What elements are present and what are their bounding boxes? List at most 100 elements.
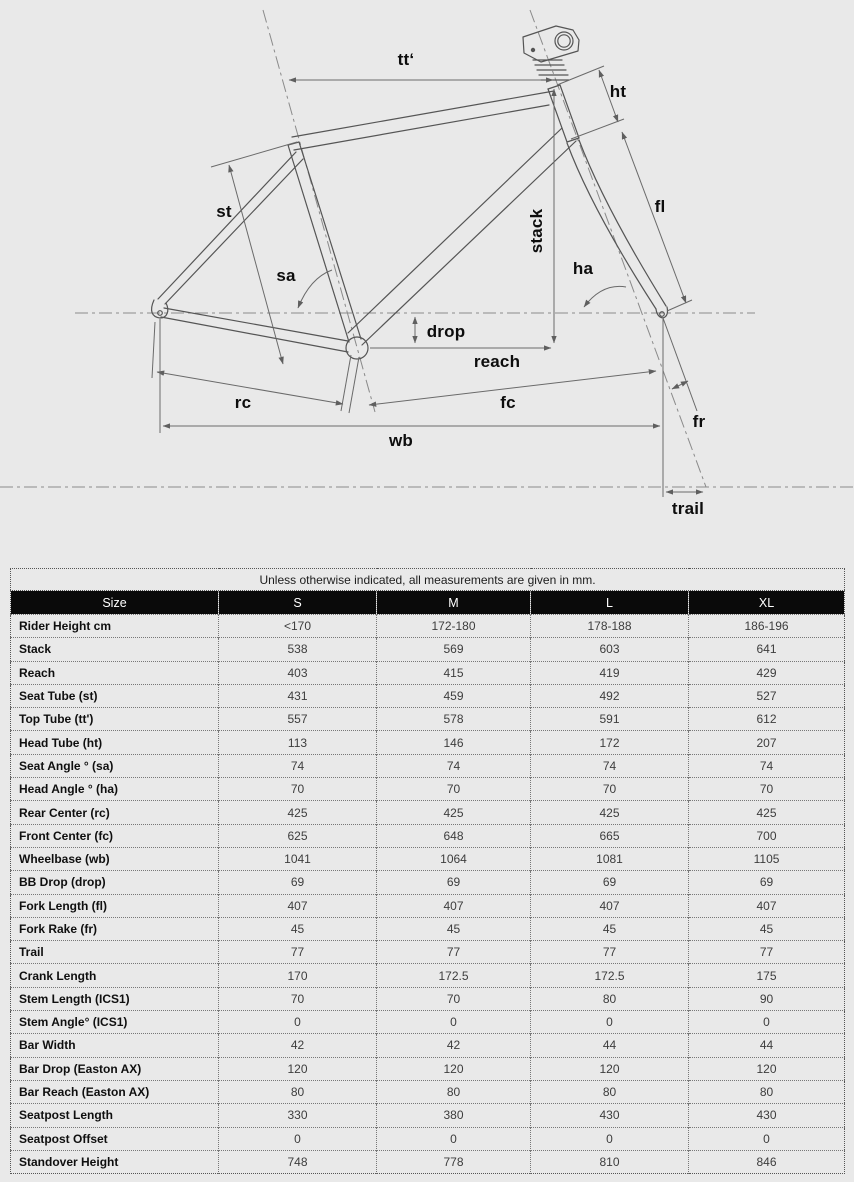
spec-value: 419: [530, 660, 689, 685]
table-row: Bar Width 42 42 44 44: [10, 1033, 845, 1058]
column-header-xl: XL: [687, 590, 845, 615]
table-row: Crank Length 170 172.5 172.5 175: [10, 963, 845, 988]
bike-frame-line-art: [0, 9, 854, 497]
table-row: Bar Drop (Easton AX) 120 120 120 120: [10, 1056, 845, 1081]
table-row: Stack 538 569 603 641: [10, 637, 845, 662]
dimension-lines: [151, 65, 704, 497]
spec-label: Front Center (fc): [10, 823, 219, 848]
spec-value: 90: [687, 986, 845, 1011]
spec-value: 700: [687, 823, 845, 848]
spec-value: 578: [376, 707, 531, 731]
spec-value: 748: [218, 1149, 377, 1174]
table-row: Stem Angle° (ICS1) 0 0 0 0: [10, 1010, 845, 1034]
spec-value: 425: [218, 800, 377, 825]
spec-value: 810: [530, 1149, 689, 1174]
label-seat-angle: sa: [276, 266, 296, 285]
spec-value: 70: [530, 777, 689, 801]
spec-value: 1105: [687, 846, 845, 871]
spec-value: 113: [218, 730, 377, 755]
spec-label: Head Tube (ht): [10, 730, 219, 755]
spec-value: 120: [376, 1056, 531, 1081]
spec-value: 0: [376, 1010, 531, 1034]
spec-value: 846: [687, 1149, 845, 1174]
spec-value: 430: [687, 1103, 845, 1128]
spec-value: 77: [687, 940, 845, 964]
spec-value: 120: [530, 1056, 689, 1081]
table-row: BB Drop (drop) 69 69 69 69: [10, 870, 845, 895]
table-row: Front Center (fc) 625 648 665 700: [10, 823, 845, 848]
spec-value: 120: [218, 1056, 377, 1081]
spec-label: Stem Length (ICS1): [10, 986, 219, 1011]
spec-value: 407: [530, 893, 689, 918]
spec-value: 0: [530, 1126, 689, 1151]
spec-value: 80: [218, 1079, 377, 1104]
spec-label: Fork Rake (fr): [10, 916, 219, 941]
axis-lines: [0, 9, 854, 488]
label-rear-center: rc: [234, 393, 252, 412]
label-front-center: fc: [500, 393, 516, 412]
spec-value: 178-188: [530, 613, 689, 638]
spec-value: 0: [687, 1010, 845, 1034]
spec-value: 70: [218, 777, 377, 801]
spec-value: 0: [218, 1126, 377, 1151]
spec-value: 80: [376, 1079, 531, 1104]
bike-geometry-diagram: tt‘ ht st sa stack ha fl drop reach rc f…: [0, 0, 854, 545]
spec-label: Standover Height: [10, 1149, 219, 1174]
spec-value: 77: [376, 940, 531, 964]
spec-label: Rear Center (rc): [10, 800, 219, 825]
spec-value: 407: [376, 893, 531, 918]
spec-value: 45: [376, 916, 531, 941]
spec-label: Stem Angle° (ICS1): [10, 1010, 219, 1034]
geometry-table: Unless otherwise indicated, all measurem…: [10, 568, 846, 1175]
units-note-row: Unless otherwise indicated, all measurem…: [10, 568, 845, 591]
spec-value: 430: [530, 1103, 689, 1128]
spec-value: 172.5: [376, 963, 531, 988]
spec-label: Stack: [10, 637, 219, 662]
label-head-tube: ht: [609, 82, 627, 101]
table-row: Seat Tube (st) 431 459 492 527: [10, 683, 845, 708]
spec-value: 1064: [376, 846, 531, 871]
table-row: Seatpost Offset 0 0 0 0: [10, 1126, 845, 1151]
geometry-table-section: Unless otherwise indicated, all measurem…: [10, 568, 846, 1175]
spec-label: Bar Drop (Easton AX): [10, 1056, 219, 1081]
spec-label: Seatpost Length: [10, 1103, 219, 1128]
spec-value: 330: [218, 1103, 377, 1128]
spec-value: 74: [530, 753, 689, 778]
frame-outline: [150, 25, 669, 360]
table-row: Reach 403 415 419 429: [10, 660, 845, 685]
spec-value: 569: [376, 637, 531, 662]
spec-value: 431: [218, 683, 377, 708]
spec-value: 527: [687, 683, 845, 708]
label-reach: reach: [473, 352, 521, 371]
spec-value: 207: [687, 730, 845, 755]
spec-value: 70: [687, 777, 845, 801]
spec-value: 186-196: [687, 613, 845, 638]
spec-value: 69: [530, 870, 689, 895]
table-row: Seatpost Length 330 380 430 430: [10, 1103, 845, 1128]
spec-value: 778: [376, 1149, 531, 1174]
spec-value: 641: [687, 637, 845, 662]
spec-value: 45: [530, 916, 689, 941]
label-stack: stack: [527, 208, 546, 254]
spec-value: 1041: [218, 846, 377, 871]
spec-value: 45: [218, 916, 377, 941]
table-row: Top Tube (tt') 557 578 591 612: [10, 707, 845, 731]
spec-value: 407: [687, 893, 845, 918]
spec-value: 45: [687, 916, 845, 941]
spec-value: 538: [218, 637, 377, 662]
spec-value: <170: [218, 613, 377, 638]
table-row: Head Tube (ht) 113 146 172 207: [10, 730, 845, 755]
spec-label: Seat Angle ° (sa): [10, 753, 219, 778]
spec-value: 665: [530, 823, 689, 848]
spec-value: 70: [218, 986, 377, 1011]
spec-value: 0: [376, 1126, 531, 1151]
spec-value: 612: [687, 707, 845, 731]
spec-value: 44: [530, 1033, 689, 1058]
spec-value: 0: [687, 1126, 845, 1151]
spec-value: 77: [218, 940, 377, 964]
table-row: Rider Height cm <170 172-180 178-188 186-196: [10, 613, 845, 638]
spec-value: 74: [218, 753, 377, 778]
label-wheelbase: wb: [388, 431, 414, 450]
column-header-s: S: [218, 590, 377, 615]
